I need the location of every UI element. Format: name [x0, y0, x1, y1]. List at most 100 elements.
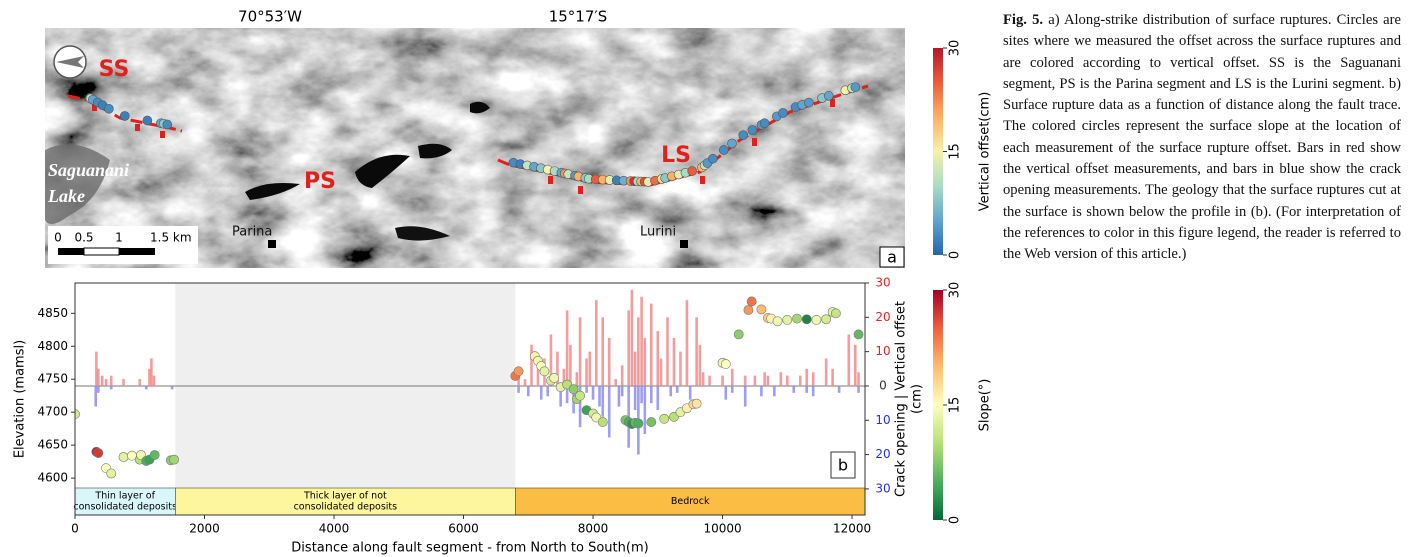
- y2-axis-title: Crack opening | Vertical offset: [894, 301, 909, 497]
- slope-point: [811, 315, 822, 325]
- site-marker: [718, 145, 729, 155]
- bar: [562, 368, 566, 386]
- slope-point: [830, 308, 841, 319]
- bar: [549, 334, 553, 386]
- y-tick-label: 4700: [37, 405, 68, 419]
- slope-point: [772, 316, 783, 327]
- panel-label: b: [838, 456, 848, 475]
- bar: [643, 337, 647, 386]
- bar: [94, 385, 98, 407]
- geology-label: Thin layer of: [94, 491, 155, 502]
- y2-tick-label: 30: [875, 481, 890, 495]
- bar: [630, 289, 634, 386]
- colorbar-tick-label: 30: [948, 282, 963, 299]
- bar: [109, 385, 113, 390]
- town-label: Parina: [232, 225, 272, 240]
- town-marker: [680, 240, 688, 248]
- lake-label: Saguanani: [48, 160, 129, 180]
- bar: [569, 344, 572, 386]
- bar: [601, 385, 605, 417]
- lake: [245, 183, 300, 200]
- bar: [546, 385, 550, 397]
- site-marker: [708, 153, 718, 164]
- y2-tick-label: 20: [875, 310, 890, 324]
- bar: [627, 310, 630, 386]
- fault-ticks: [92, 99, 835, 194]
- bar: [798, 375, 802, 386]
- bar: [805, 385, 809, 393]
- bar: [97, 385, 100, 393]
- slope-point: [106, 468, 117, 479]
- bar: [614, 379, 617, 386]
- lake-shore: [45, 144, 110, 224]
- bar: [170, 385, 174, 390]
- site-marker: [727, 138, 737, 149]
- bar: [763, 372, 766, 386]
- slope-point: [169, 454, 179, 465]
- lake: [395, 226, 450, 241]
- bar: [601, 317, 605, 386]
- site-marker: [142, 115, 153, 126]
- bar: [659, 358, 663, 386]
- bar: [730, 385, 734, 393]
- caption-text: a) Along-strike distribution of surface …: [1003, 12, 1401, 263]
- x-tick-label: 8000: [578, 522, 609, 536]
- bar: [523, 379, 527, 386]
- lake-label: Lake: [47, 186, 85, 206]
- colorbar: [933, 48, 943, 255]
- slope-point: [792, 313, 802, 324]
- bar: [152, 375, 156, 386]
- bar: [148, 368, 151, 386]
- slope-point: [821, 314, 832, 325]
- bar: [773, 385, 776, 397]
- colorbar: [933, 290, 943, 520]
- slope-point: [782, 315, 793, 325]
- x-tick-label: 6000: [448, 522, 479, 536]
- bar: [857, 372, 860, 386]
- bar: [688, 385, 692, 400]
- geology-label: Bedrock: [671, 496, 710, 507]
- geology-label: consolidated deposits: [73, 502, 177, 513]
- bar: [575, 372, 579, 386]
- site-marker: [104, 103, 114, 114]
- bar: [95, 351, 98, 386]
- colorbar-tick-label: 15: [948, 143, 963, 160]
- scale-label: 0: [54, 231, 62, 245]
- geology-band: [515, 487, 866, 516]
- bar: [698, 344, 702, 386]
- bar: [721, 375, 724, 386]
- lake: [355, 154, 410, 188]
- slope-point: [149, 450, 160, 460]
- bar: [585, 358, 588, 386]
- town-label: Lurini: [640, 225, 676, 240]
- bar: [640, 385, 643, 404]
- bar: [556, 351, 559, 386]
- y2-tick-label: 20: [875, 447, 890, 461]
- bar: [701, 372, 705, 386]
- bar: [853, 344, 857, 386]
- bar: [831, 368, 834, 386]
- bar: [805, 368, 809, 386]
- bar: [650, 385, 653, 404]
- slope-point: [118, 452, 129, 462]
- lake: [418, 143, 452, 159]
- site-marker: [759, 118, 770, 129]
- bar: [785, 375, 789, 386]
- bar: [640, 296, 643, 386]
- bar: [526, 385, 530, 397]
- site-marker: [850, 82, 861, 92]
- y-tick-label: 4850: [37, 306, 68, 320]
- bar: [559, 385, 562, 407]
- bar: [669, 385, 673, 397]
- slope-point: [733, 329, 744, 340]
- bar: [578, 317, 582, 386]
- bar: [585, 385, 588, 393]
- slope-point: [720, 359, 731, 369]
- slope-point: [597, 417, 608, 427]
- bar: [811, 385, 815, 397]
- bar: [536, 368, 540, 386]
- town-marker: [268, 240, 276, 248]
- bar: [104, 379, 108, 386]
- bar: [837, 385, 841, 393]
